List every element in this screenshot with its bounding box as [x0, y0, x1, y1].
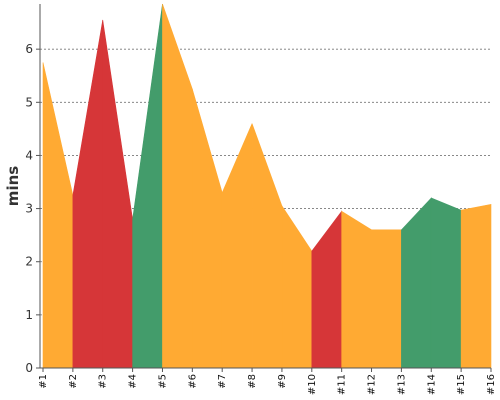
- x-tick-label: #16: [486, 374, 497, 395]
- area-segment: [132, 3, 163, 369]
- area-segment: [42, 62, 74, 369]
- y-tick-label: 3: [25, 202, 33, 216]
- area-segment: [401, 197, 432, 369]
- area-segment: [281, 204, 313, 369]
- x-tick-label: #9: [277, 374, 288, 389]
- x-tick-label: #10: [307, 374, 318, 395]
- area-segment: [311, 210, 342, 369]
- x-tick-label: #4: [128, 374, 139, 389]
- area-segment: [162, 3, 193, 369]
- x-tick-label: #7: [217, 374, 228, 389]
- area-segment: [72, 19, 104, 369]
- y-tick-label: 5: [25, 95, 33, 109]
- x-tick-label: #2: [68, 374, 79, 389]
- x-tick-label: #1: [38, 374, 49, 389]
- x-tick-label: #13: [396, 374, 407, 395]
- y-tick-label: 2: [25, 255, 33, 269]
- x-tick-label: #5: [157, 374, 168, 389]
- area-segment: [221, 123, 253, 369]
- area-segment: [341, 210, 372, 369]
- area-segment: [371, 229, 402, 369]
- y-tick-label: 0: [25, 361, 33, 375]
- y-tick-labels: 0 1 2 3 4 5 6: [25, 42, 40, 375]
- x-tick-label: #3: [98, 374, 109, 389]
- axes: [39, 4, 491, 369]
- y-axis-title: mins: [4, 166, 22, 206]
- x-tick-labels: #1 #2 #3 #4 #5 #6 #7 #8 #9 #10 #11 #12 #13 #14 #15 #16: [38, 368, 497, 395]
- x-tick-label: #8: [247, 374, 258, 389]
- area-segment: [430, 197, 462, 369]
- x-tick-label: #15: [456, 374, 467, 395]
- area-segment: [192, 88, 223, 369]
- area-segment: [102, 19, 133, 369]
- area-segment: [251, 123, 283, 369]
- y-tick-label: 1: [25, 308, 33, 322]
- y-tick-label: 4: [25, 148, 33, 162]
- x-tick-label: #14: [426, 374, 437, 395]
- area-segment: [460, 203, 492, 369]
- area-segments: [42, 3, 492, 369]
- x-tick-label: #12: [367, 374, 378, 395]
- y-tick-label: 6: [25, 42, 33, 56]
- x-tick-label: #6: [187, 374, 198, 389]
- x-tick-label: #11: [337, 374, 348, 395]
